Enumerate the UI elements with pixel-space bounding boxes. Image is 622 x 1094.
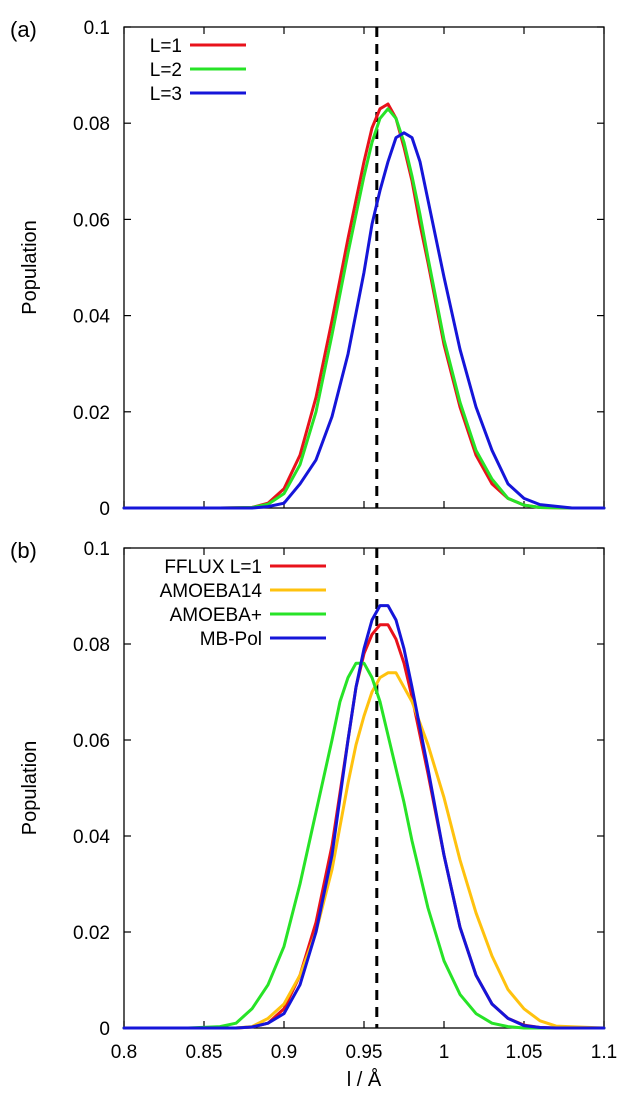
y-tick-label: 0 (99, 1019, 110, 1040)
y-tick-label: 0.1 (84, 18, 110, 39)
series-line-l-2 (122, 107, 606, 510)
y-tick-label: 0.08 (73, 114, 110, 135)
y-tick-label: 0.02 (73, 403, 110, 424)
y-tick-label: 0.04 (73, 827, 110, 848)
y-axis-label: Population (19, 741, 41, 836)
y-tick-label: 0.06 (73, 731, 110, 752)
series-line-amoeba- (122, 661, 606, 1030)
panel-label: (b) (10, 538, 37, 563)
y-axis-label: Population (19, 220, 41, 315)
series-line-l-3 (122, 131, 606, 510)
legend: L=1 L=2 L=3 (150, 36, 246, 105)
legend-label: MB-Pol (200, 629, 262, 650)
y-tick-label: 0.02 (73, 923, 110, 944)
series-line-mb-pol (122, 604, 606, 1030)
x-tick-label: 0.8 (111, 1042, 137, 1063)
legend-label: AMOEBA+ (170, 605, 262, 626)
legend-label: L=3 (150, 84, 182, 105)
x-axis-label: l / Å (347, 1068, 382, 1091)
legend: FFLUX L=1 AMOEBA14 AMOEBA+ MB-Pol (160, 557, 326, 650)
chart-panel-a: (a)00.020.040.060.080.1PopulationL=1L=2L… (10, 17, 606, 520)
x-tick-label: 0.9 (271, 1042, 297, 1063)
legend-label: AMOEBA14 (160, 581, 263, 602)
x-tick-label: 1 (439, 1042, 450, 1063)
panel-label: (a) (10, 17, 37, 42)
x-tick-label: 0.95 (346, 1042, 383, 1063)
legend-label: L=2 (150, 60, 182, 81)
x-tick-label: 1.05 (506, 1042, 543, 1063)
chart-panel-b: (b) 0.8 0.85 0.9 0.95 1 1.05 1.1 0 0.02 0.04 0.06 0.… (10, 538, 617, 1091)
legend-label: FFLUX L=1 (164, 557, 262, 578)
series-line-l-1 (122, 102, 606, 510)
series-line-fflux-l-1 (122, 623, 606, 1030)
legend-label: L=1 (150, 36, 182, 57)
x-tick-label: 0.85 (186, 1042, 223, 1063)
y-tick-label: 0.06 (73, 210, 110, 231)
y-tick-label: 0.04 (73, 307, 110, 328)
series-line-amoeba14 (122, 671, 606, 1030)
y-tick-label: 0 (99, 499, 110, 520)
x-tick-label: 1.1 (591, 1042, 617, 1063)
y-tick-label: 0.08 (73, 635, 110, 656)
y-tick-label: 0.1 (84, 539, 110, 560)
